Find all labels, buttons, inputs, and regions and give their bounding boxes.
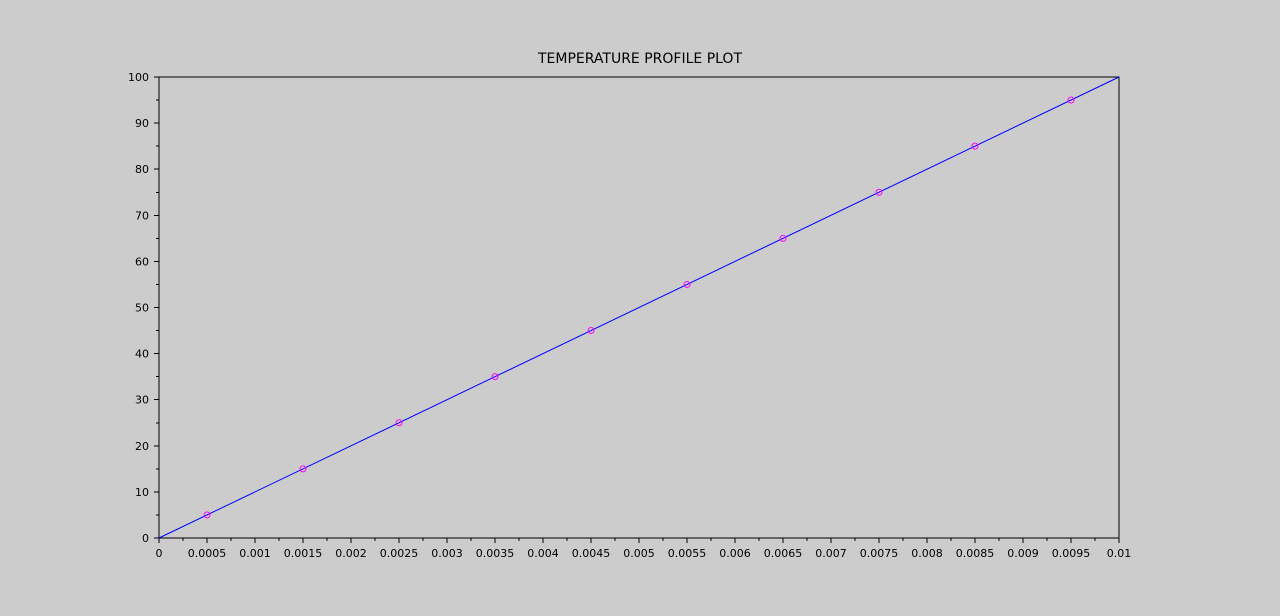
y-tick-label: 70	[135, 209, 149, 222]
y-tick-label: 60	[135, 255, 149, 268]
chart-title: TEMPERATURE PROFILE PLOT	[537, 51, 742, 67]
y-tick-label: 80	[135, 163, 149, 176]
x-tick-label: 0.01	[1107, 547, 1132, 560]
y-tick-label: 0	[142, 532, 149, 545]
y-tick-label: 40	[135, 348, 149, 361]
x-tick-label: 0	[156, 547, 163, 560]
x-tick-label: 0.004	[527, 547, 559, 560]
data-point-marker	[971, 142, 979, 150]
temperature-line	[158, 76, 1120, 539]
data-point-marker	[683, 280, 691, 288]
x-tick-label: 0.009	[1007, 547, 1039, 560]
y-tick-label: 100	[128, 71, 149, 84]
x-tick-label: 0.007	[815, 547, 847, 560]
x-tick-label: 0.0035	[476, 547, 515, 560]
x-tick-label: 0.0005	[188, 547, 227, 560]
y-tick-label: 10	[135, 486, 149, 499]
x-tick-label: 0.005	[623, 547, 655, 560]
x-tick-label: 0.003	[431, 547, 463, 560]
plot-series	[158, 76, 1120, 539]
x-tick-label: 0.0095	[1052, 547, 1091, 560]
x-tick-label: 0.0085	[956, 547, 995, 560]
x-tick-label: 0.0015	[284, 547, 323, 560]
data-point-marker	[491, 373, 499, 381]
data-point-marker	[587, 327, 595, 335]
y-tick-label: 50	[135, 302, 149, 315]
x-tick-label: 0.0045	[572, 547, 611, 560]
y-tick-label: 90	[135, 117, 149, 130]
x-tick-label: 0.0065	[764, 547, 803, 560]
data-point-marker	[1067, 96, 1075, 104]
x-tick-label: 0.006	[719, 547, 751, 560]
x-tick-label: 0.0025	[380, 547, 419, 560]
data-point-marker	[299, 465, 307, 473]
x-tick-label: 0.0075	[860, 547, 899, 560]
data-point-marker	[779, 234, 787, 242]
y-tick-label: 20	[135, 440, 149, 453]
x-tick-label: 0.001	[239, 547, 271, 560]
x-tick-label: 0.008	[911, 547, 943, 560]
x-tick-label: 0.0055	[668, 547, 707, 560]
x-tick-label: 0.002	[335, 547, 367, 560]
data-point-marker	[395, 419, 403, 427]
data-point-marker	[203, 511, 211, 519]
y-tick-label: 30	[135, 394, 149, 407]
plot-axes: 0 0.0005 0.001 0.0015 0.002 0.0025 0.003 0.0035…	[128, 71, 1131, 560]
data-point-marker	[875, 188, 883, 196]
